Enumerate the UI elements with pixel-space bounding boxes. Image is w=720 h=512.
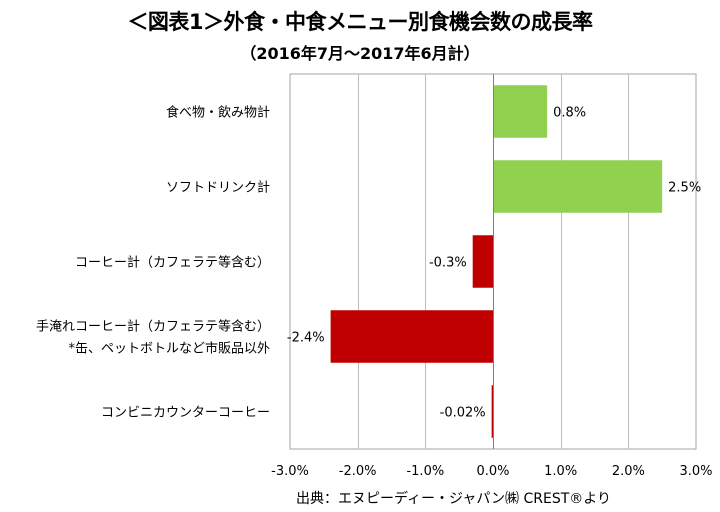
chart-title: ＜図表1＞外食・中食メニュー別食機会数の成長率 bbox=[127, 10, 593, 34]
bar bbox=[472, 235, 493, 288]
x-tick-label: 1.0% bbox=[544, 464, 577, 479]
x-tick-label: 2.0% bbox=[612, 464, 645, 479]
x-tick-label: -2.0% bbox=[339, 464, 377, 479]
bar bbox=[491, 385, 493, 438]
data-label: 2.5% bbox=[668, 181, 701, 196]
bar bbox=[493, 160, 663, 213]
category-label: 手淹れコーヒー計（カフェラテ等含む） bbox=[36, 319, 270, 335]
x-tick-label: 0.0% bbox=[476, 464, 509, 479]
category-label: コーヒー計（カフェラテ等含む） bbox=[75, 255, 270, 271]
bar bbox=[330, 310, 493, 363]
category-label: 食べ物・飲み物計 bbox=[166, 105, 270, 121]
data-label: -0.02% bbox=[440, 406, 486, 421]
data-label: -2.4% bbox=[287, 331, 325, 346]
data-label: -0.3% bbox=[429, 256, 467, 271]
bar bbox=[493, 85, 548, 138]
category-label: ソフトドリンク計 bbox=[166, 180, 270, 196]
chart-subtitle: （2016年7月〜2017年6月計） bbox=[240, 44, 480, 63]
x-tick-label: -3.0% bbox=[271, 464, 309, 479]
x-tick-label: 3.0% bbox=[679, 464, 712, 479]
data-label: 0.8% bbox=[553, 106, 586, 121]
category-label: コンビニカウンターコーヒー bbox=[101, 406, 270, 421]
x-tick-label: -1.0% bbox=[406, 464, 444, 479]
source-note: 出典：エヌピーディー・ジャパン㈱ CREST®より bbox=[296, 491, 611, 507]
category-label: *缶、ペットボトルなど市販品以外 bbox=[68, 341, 270, 357]
